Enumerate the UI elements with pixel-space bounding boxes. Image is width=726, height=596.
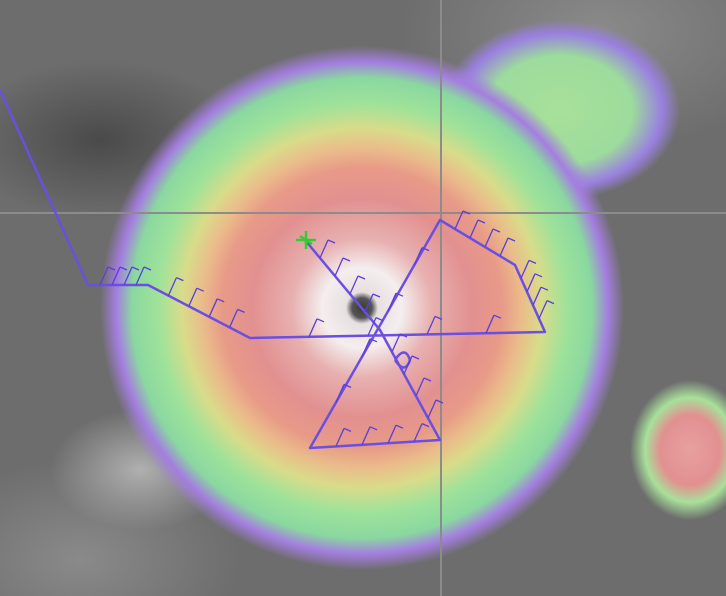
wind-barb-icon — [485, 314, 495, 334]
wind-barb-icon — [367, 317, 377, 336]
wind-barb-flag — [196, 287, 205, 292]
wind-barb-flag — [343, 427, 352, 432]
wind-barb-flag — [492, 228, 501, 233]
flight-track — [0, 89, 547, 450]
wind-barb-flag — [375, 317, 384, 322]
wind-barb-flag — [343, 383, 352, 388]
wind-barb-icon — [427, 399, 437, 419]
wind-barb-icon — [167, 277, 177, 296]
wind-barb-icon — [538, 300, 548, 319]
aircraft-icon — [296, 231, 316, 249]
wind-barb-icon — [387, 292, 397, 312]
wind-barb-flag — [421, 247, 430, 252]
wind-barb-icon — [334, 257, 344, 277]
wind-barb-icon — [319, 239, 329, 259]
wind-barb-icon — [364, 293, 374, 313]
wind-barbs — [99, 210, 555, 447]
wind-barb-icon — [426, 316, 436, 335]
wind-barb-icon — [229, 309, 239, 328]
wind-barb-flag — [534, 273, 543, 278]
wind-barb-flag — [528, 259, 537, 264]
wind-barb-icon — [499, 237, 509, 257]
wind-barb-flag — [493, 314, 502, 319]
longitude-gridline — [440, 0, 442, 596]
wind-barb-icon — [335, 384, 345, 403]
wind-barb-icon — [454, 210, 464, 230]
wind-barb-icon — [532, 286, 542, 306]
wind-barb-icon — [123, 266, 133, 286]
wind-barb-icon — [335, 428, 345, 447]
wind-barb-icon — [361, 338, 371, 358]
wind-barb-flag — [316, 318, 325, 323]
wind-barb-icon — [361, 426, 371, 446]
wind-barb-flag — [395, 424, 404, 429]
wind-barb-icon — [308, 318, 318, 338]
wind-barb-icon — [484, 228, 494, 248]
wind-barb-flag — [395, 292, 404, 297]
wind-barb-icon — [526, 273, 536, 293]
wind-barb-flag — [435, 399, 444, 404]
wind-barb-flag — [399, 333, 408, 338]
wind-barb-flag — [216, 298, 225, 303]
wind-barb-flag — [477, 219, 486, 224]
wind-barb-flag — [119, 266, 128, 271]
latitude-gridline — [0, 212, 726, 214]
wind-barb-flag — [411, 355, 420, 360]
wind-barb-flag — [434, 315, 443, 320]
wind-barb-icon — [391, 333, 401, 353]
wind-barb-icon — [99, 266, 109, 286]
wind-barb-icon — [135, 266, 145, 286]
wind-barb-icon — [111, 266, 121, 286]
wind-barb-flag — [423, 377, 432, 382]
wind-barb-flag — [372, 293, 381, 298]
wind-barb-flag — [540, 286, 549, 291]
wind-barb-flag — [237, 308, 245, 313]
wind-barb-flag — [327, 239, 336, 244]
wind-barb-flag — [462, 210, 471, 215]
wind-barb-icon — [387, 424, 397, 444]
wind-barb-flag — [107, 266, 116, 271]
wind-barb-flag — [131, 266, 140, 271]
wind-barb-flag — [342, 257, 351, 262]
wind-barb-flag — [369, 338, 378, 343]
wind-barb-flag — [143, 266, 152, 271]
wind-barb-icon — [188, 287, 198, 307]
wind-barb-icon — [208, 298, 218, 318]
wind-barb-flag — [507, 237, 516, 242]
wind-barb-icon — [469, 219, 479, 239]
wind-barb-icon — [413, 423, 423, 442]
wind-barb-flag — [176, 277, 184, 282]
wind-barb-icon — [349, 275, 359, 295]
wind-barb-icon — [520, 260, 530, 279]
wind-barb-flag — [357, 275, 366, 280]
wind-barb-flag — [546, 300, 555, 305]
wind-barb-icon — [403, 355, 413, 375]
wind-barb-icon — [413, 247, 423, 266]
wind-barb-flag — [369, 426, 378, 431]
wind-barb-icon — [415, 377, 425, 397]
wind-barb-flag — [421, 423, 430, 428]
